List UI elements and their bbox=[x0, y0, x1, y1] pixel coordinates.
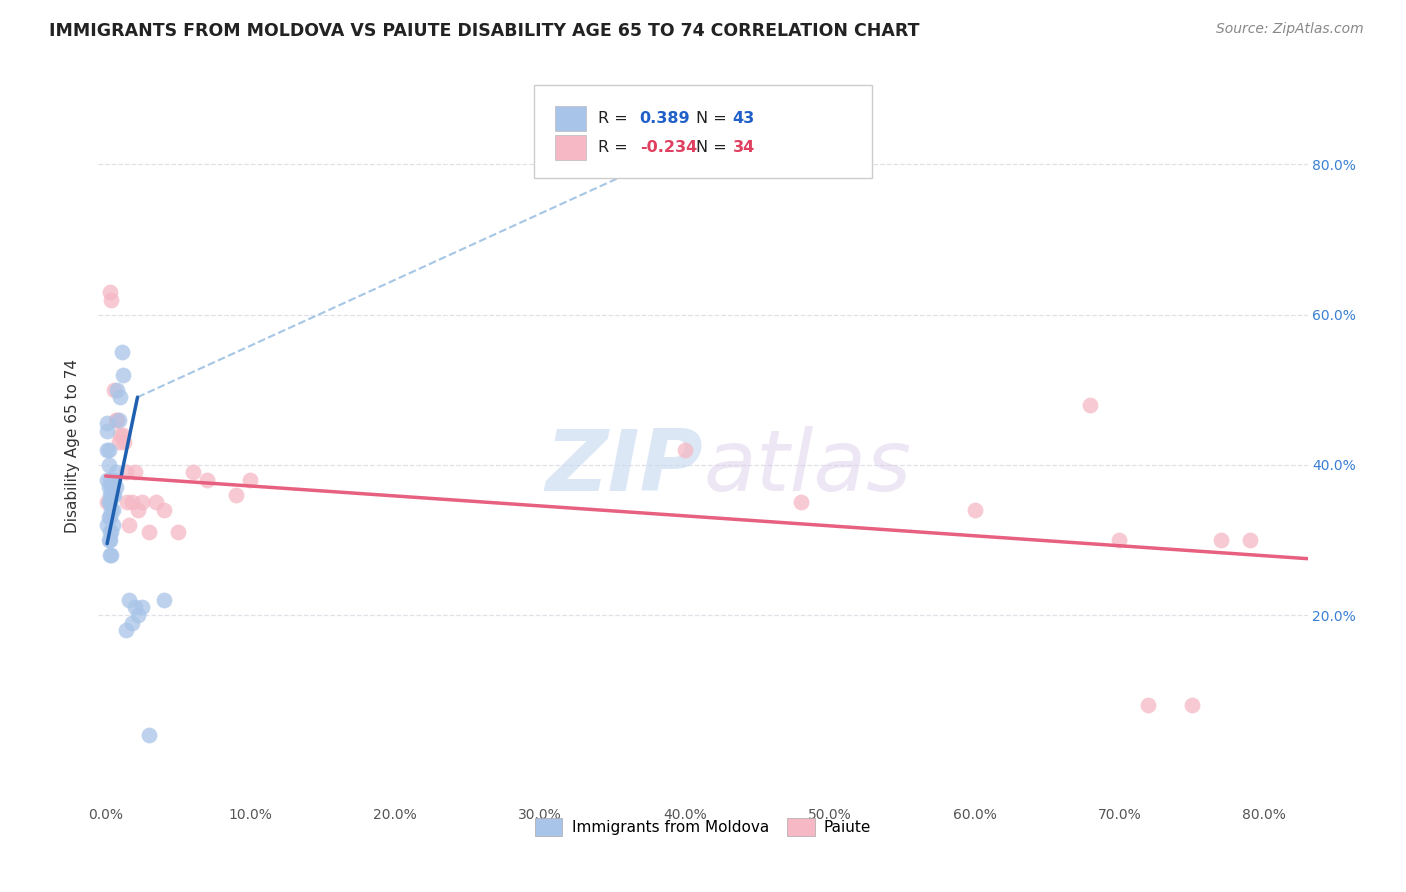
Text: R =: R = bbox=[598, 112, 633, 126]
Point bbox=[97, 480, 120, 494]
Point bbox=[127, 503, 149, 517]
Point bbox=[118, 593, 141, 607]
Point bbox=[152, 593, 174, 607]
Point bbox=[1181, 698, 1204, 713]
Point bbox=[673, 442, 696, 457]
Point bbox=[104, 465, 127, 479]
Point bbox=[115, 623, 138, 637]
Point bbox=[167, 525, 190, 540]
Point bbox=[104, 413, 127, 427]
Text: ZIP: ZIP bbox=[546, 425, 703, 509]
Text: -0.234: -0.234 bbox=[640, 140, 697, 154]
Point bbox=[96, 442, 118, 457]
Point bbox=[96, 424, 118, 438]
Text: N =: N = bbox=[696, 140, 733, 154]
Point bbox=[101, 503, 124, 517]
Text: 43: 43 bbox=[733, 112, 755, 126]
Point bbox=[1209, 533, 1232, 547]
Point bbox=[98, 548, 121, 562]
Point bbox=[104, 480, 127, 494]
Point bbox=[124, 465, 146, 479]
Point bbox=[98, 488, 121, 502]
Text: atlas: atlas bbox=[703, 425, 911, 509]
Point bbox=[97, 442, 120, 457]
Point bbox=[96, 495, 118, 509]
Point bbox=[963, 503, 986, 517]
Point bbox=[181, 465, 204, 479]
Point bbox=[138, 728, 160, 742]
Point bbox=[115, 465, 138, 479]
Point bbox=[101, 488, 124, 502]
Point bbox=[110, 345, 132, 359]
Point bbox=[105, 413, 128, 427]
Text: R =: R = bbox=[598, 140, 633, 154]
Point bbox=[103, 488, 125, 502]
Point bbox=[107, 435, 129, 450]
Point bbox=[127, 607, 149, 622]
Text: 34: 34 bbox=[733, 140, 755, 154]
Point bbox=[101, 517, 124, 532]
Point bbox=[105, 383, 128, 397]
Point bbox=[96, 517, 118, 532]
Point bbox=[121, 495, 143, 509]
Text: IMMIGRANTS FROM MOLDOVA VS PAIUTE DISABILITY AGE 65 TO 74 CORRELATION CHART: IMMIGRANTS FROM MOLDOVA VS PAIUTE DISABI… bbox=[49, 22, 920, 40]
Point bbox=[1137, 698, 1160, 713]
Point bbox=[96, 473, 118, 487]
Point bbox=[100, 503, 122, 517]
Point bbox=[103, 383, 125, 397]
Point bbox=[100, 480, 122, 494]
Point bbox=[100, 488, 122, 502]
Point bbox=[107, 413, 129, 427]
Point bbox=[98, 473, 121, 487]
Text: Source: ZipAtlas.com: Source: ZipAtlas.com bbox=[1216, 22, 1364, 37]
Point bbox=[103, 473, 125, 487]
Point bbox=[100, 293, 122, 307]
Point bbox=[790, 495, 813, 509]
Point bbox=[98, 510, 121, 524]
Point bbox=[98, 495, 121, 509]
Point bbox=[98, 285, 121, 299]
Point bbox=[117, 495, 139, 509]
Point bbox=[114, 435, 136, 450]
Point bbox=[96, 417, 118, 431]
Point bbox=[100, 548, 122, 562]
Legend: Immigrants from Moldova, Paiute: Immigrants from Moldova, Paiute bbox=[526, 809, 880, 845]
Point bbox=[98, 525, 121, 540]
Point bbox=[138, 525, 160, 540]
Point bbox=[97, 510, 120, 524]
Point bbox=[152, 503, 174, 517]
Point bbox=[121, 615, 143, 630]
Point bbox=[124, 600, 146, 615]
Point bbox=[100, 525, 122, 540]
Point bbox=[145, 495, 167, 509]
Point bbox=[97, 458, 120, 472]
Point bbox=[1108, 533, 1130, 547]
Point bbox=[1239, 533, 1261, 547]
Point bbox=[225, 488, 247, 502]
Point bbox=[118, 517, 141, 532]
Text: 0.389: 0.389 bbox=[640, 112, 690, 126]
Point bbox=[195, 473, 218, 487]
Point bbox=[108, 427, 131, 442]
Point bbox=[98, 533, 121, 547]
Point bbox=[131, 495, 153, 509]
Text: N =: N = bbox=[696, 112, 733, 126]
Point bbox=[1080, 398, 1102, 412]
Point bbox=[97, 495, 120, 509]
Point bbox=[97, 533, 120, 547]
Point bbox=[112, 427, 135, 442]
Y-axis label: Disability Age 65 to 74: Disability Age 65 to 74 bbox=[65, 359, 80, 533]
Point bbox=[108, 390, 131, 404]
Point bbox=[239, 473, 262, 487]
Point bbox=[131, 600, 153, 615]
Point bbox=[112, 368, 135, 382]
